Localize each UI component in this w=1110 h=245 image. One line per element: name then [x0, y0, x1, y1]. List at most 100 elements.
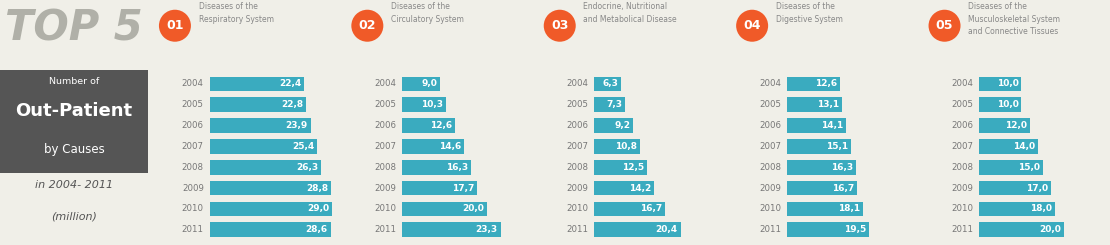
Text: 2011: 2011 [374, 225, 396, 234]
FancyBboxPatch shape [594, 202, 665, 216]
Text: 2010: 2010 [182, 204, 204, 213]
FancyBboxPatch shape [594, 139, 640, 154]
FancyBboxPatch shape [210, 77, 304, 91]
Text: 28,8: 28,8 [306, 184, 329, 193]
FancyBboxPatch shape [594, 118, 634, 133]
Text: 16,3: 16,3 [446, 163, 468, 172]
Text: 2007: 2007 [182, 142, 204, 151]
Text: Diseases of the
Musculoskeletal System
and Connective Tissues: Diseases of the Musculoskeletal System a… [968, 2, 1060, 37]
FancyBboxPatch shape [787, 222, 869, 237]
Ellipse shape [929, 10, 960, 42]
Text: 2004: 2004 [951, 79, 973, 88]
Text: 18,0: 18,0 [1030, 204, 1052, 213]
Text: 2006: 2006 [566, 121, 588, 130]
Text: 2010: 2010 [566, 204, 588, 213]
Text: 20,0: 20,0 [462, 204, 484, 213]
FancyBboxPatch shape [210, 202, 332, 216]
Text: 17,7: 17,7 [452, 184, 474, 193]
Text: 05: 05 [936, 19, 953, 32]
FancyBboxPatch shape [210, 160, 321, 174]
Text: 29,0: 29,0 [307, 204, 330, 213]
FancyBboxPatch shape [787, 202, 864, 216]
Text: 04: 04 [744, 19, 760, 32]
Text: 2006: 2006 [182, 121, 204, 130]
Text: 2011: 2011 [182, 225, 204, 234]
FancyBboxPatch shape [979, 181, 1051, 195]
FancyBboxPatch shape [210, 181, 332, 195]
Text: (million): (million) [51, 212, 97, 222]
Text: 17,0: 17,0 [1026, 184, 1048, 193]
FancyBboxPatch shape [979, 160, 1042, 174]
Text: 20,0: 20,0 [1039, 225, 1061, 234]
Text: 23,9: 23,9 [285, 121, 307, 130]
Ellipse shape [736, 10, 768, 42]
Text: 16,7: 16,7 [640, 204, 663, 213]
Text: 2009: 2009 [182, 184, 204, 193]
Text: 12,6: 12,6 [431, 121, 453, 130]
FancyBboxPatch shape [402, 181, 477, 195]
FancyBboxPatch shape [210, 98, 306, 112]
Text: 18,1: 18,1 [838, 204, 860, 213]
FancyBboxPatch shape [0, 70, 148, 173]
Text: 19,5: 19,5 [845, 225, 867, 234]
Text: 26,3: 26,3 [296, 163, 317, 172]
Text: 2005: 2005 [759, 100, 781, 109]
FancyBboxPatch shape [979, 77, 1021, 91]
Text: 2009: 2009 [374, 184, 396, 193]
Text: 6,3: 6,3 [603, 79, 618, 88]
FancyBboxPatch shape [979, 202, 1056, 216]
FancyBboxPatch shape [787, 118, 847, 133]
Text: 28,6: 28,6 [305, 225, 327, 234]
Text: Out-Patient: Out-Patient [16, 102, 132, 120]
Text: 9,2: 9,2 [615, 121, 630, 130]
Text: Diseases of the
Circulatory System: Diseases of the Circulatory System [391, 2, 464, 24]
Text: 2005: 2005 [374, 100, 396, 109]
FancyBboxPatch shape [402, 118, 455, 133]
FancyBboxPatch shape [210, 139, 317, 154]
FancyBboxPatch shape [402, 222, 501, 237]
Text: 14,0: 14,0 [1013, 142, 1036, 151]
Text: 2007: 2007 [566, 142, 588, 151]
FancyBboxPatch shape [594, 181, 655, 195]
Text: 2004: 2004 [566, 79, 588, 88]
FancyBboxPatch shape [210, 222, 331, 237]
Text: 2008: 2008 [374, 163, 396, 172]
FancyBboxPatch shape [402, 77, 440, 91]
Text: 16,3: 16,3 [830, 163, 852, 172]
Text: 2011: 2011 [566, 225, 588, 234]
Text: 25,4: 25,4 [292, 142, 314, 151]
Text: 2007: 2007 [374, 142, 396, 151]
Text: 23,3: 23,3 [475, 225, 497, 234]
Text: 14,1: 14,1 [821, 121, 844, 130]
Text: 2005: 2005 [566, 100, 588, 109]
Text: 03: 03 [551, 19, 568, 32]
FancyBboxPatch shape [979, 222, 1063, 237]
Text: 2004: 2004 [374, 79, 396, 88]
Ellipse shape [159, 10, 191, 42]
Text: Diseases of the
Digestive System: Diseases of the Digestive System [776, 2, 842, 24]
Text: 10,8: 10,8 [615, 142, 637, 151]
Text: 2006: 2006 [951, 121, 973, 130]
Text: TOP 5: TOP 5 [6, 7, 143, 49]
Text: Endocrine, Nutritional
and Metabolical Disease: Endocrine, Nutritional and Metabolical D… [584, 2, 677, 24]
Text: 2009: 2009 [759, 184, 781, 193]
Text: 14,6: 14,6 [438, 142, 461, 151]
Text: 2010: 2010 [759, 204, 781, 213]
Text: 13,1: 13,1 [817, 100, 839, 109]
Text: 2004: 2004 [759, 79, 781, 88]
Text: 10,0: 10,0 [997, 79, 1019, 88]
Text: 22,8: 22,8 [281, 100, 303, 109]
Text: 2010: 2010 [374, 204, 396, 213]
Text: 16,7: 16,7 [832, 184, 855, 193]
FancyBboxPatch shape [979, 139, 1039, 154]
Ellipse shape [352, 10, 383, 42]
FancyBboxPatch shape [787, 160, 856, 174]
FancyBboxPatch shape [979, 98, 1021, 112]
Text: 2011: 2011 [759, 225, 781, 234]
Ellipse shape [544, 10, 576, 42]
FancyBboxPatch shape [787, 98, 842, 112]
FancyBboxPatch shape [402, 160, 471, 174]
Text: 2010: 2010 [951, 204, 973, 213]
Text: 2008: 2008 [951, 163, 973, 172]
Text: 2009: 2009 [951, 184, 973, 193]
